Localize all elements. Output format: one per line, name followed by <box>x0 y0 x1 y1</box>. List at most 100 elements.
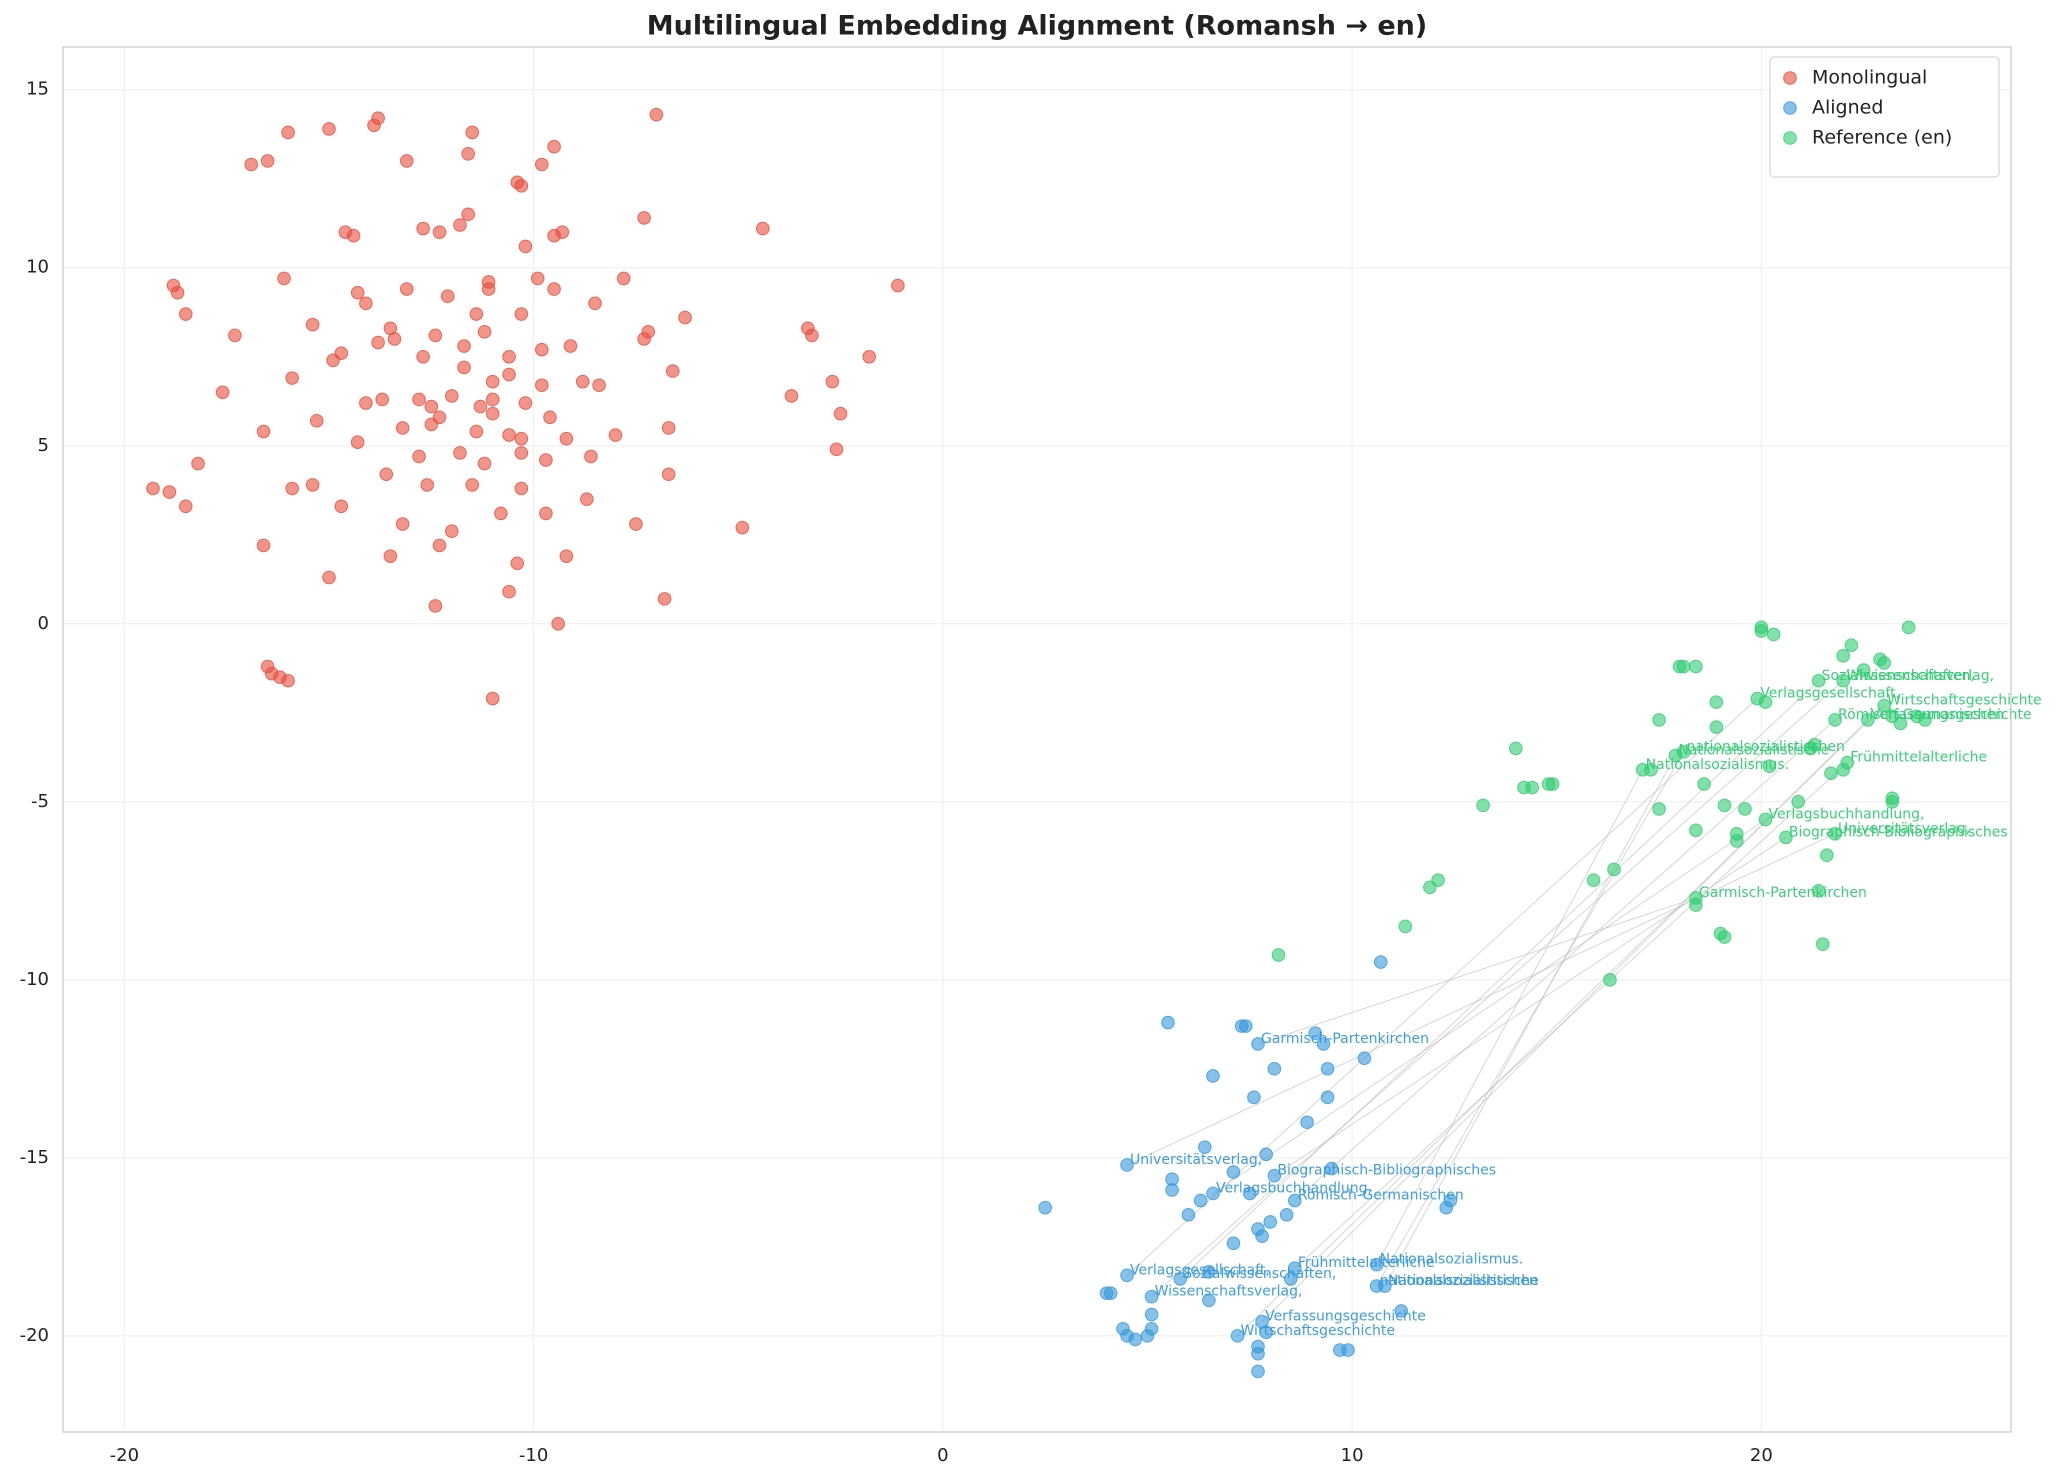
point <box>502 349 516 364</box>
point <box>420 478 435 492</box>
point <box>665 364 680 378</box>
point <box>1586 873 1601 887</box>
point <box>1373 955 1388 969</box>
point <box>440 289 455 304</box>
point-annotation: Nationalsozialistische <box>1388 1273 1539 1289</box>
x-tick-label: -20 <box>110 1445 139 1466</box>
point <box>1144 1321 1159 1336</box>
point <box>371 111 385 126</box>
point-annotation: Wissenschaftsverlag, <box>1155 1284 1303 1300</box>
point <box>1259 1325 1273 1340</box>
point <box>191 456 205 471</box>
point <box>461 147 475 161</box>
point <box>563 339 578 353</box>
point-annotation: Nationalsozialismus. <box>1646 757 1789 773</box>
point <box>1279 1208 1294 1222</box>
point <box>1828 827 1842 841</box>
point <box>735 520 750 535</box>
point <box>309 414 324 428</box>
point <box>1103 1286 1118 1300</box>
point <box>1300 1115 1314 1130</box>
point <box>1398 919 1413 934</box>
point <box>428 599 443 613</box>
point <box>555 225 570 239</box>
point <box>530 271 545 286</box>
point <box>1807 738 1822 752</box>
point <box>1431 873 1445 887</box>
point <box>535 378 549 393</box>
point <box>1476 798 1490 813</box>
alignment-line <box>1384 755 1676 1287</box>
point <box>461 207 475 222</box>
point <box>805 328 819 343</box>
point <box>457 339 471 353</box>
point <box>1901 620 1916 635</box>
point <box>1811 673 1826 688</box>
point <box>1885 795 1900 809</box>
point <box>1202 1264 1216 1279</box>
point-annotation: Nationalsozialismus. <box>1380 1252 1523 1268</box>
point-annotation: Wirtschaftsgeschichte <box>1887 693 2042 709</box>
point <box>543 410 557 425</box>
point <box>1144 1289 1159 1304</box>
point <box>256 538 271 553</box>
point <box>592 378 606 393</box>
point <box>281 125 295 140</box>
point-annotation: Frühmittelalterliche <box>1298 1255 1435 1271</box>
point-annotation: Sozialwissenschaften, <box>1183 1266 1336 1282</box>
point <box>350 285 365 300</box>
point <box>346 228 361 243</box>
point <box>485 691 500 706</box>
point <box>281 673 295 688</box>
annotations: Wissenschaftsverlag, Verlagsgesellschaft,… <box>1130 668 2042 1339</box>
point <box>1288 1193 1302 1208</box>
point-annotation: Verlagsbuchhandlung, <box>1216 1180 1372 1196</box>
point <box>547 282 561 296</box>
legend-label: Aligned <box>1812 97 1883 119</box>
point-annotation: nationalsozialistischen <box>1687 739 1845 755</box>
point <box>334 346 349 360</box>
legend-label: Reference (en) <box>1812 127 1952 149</box>
point <box>1251 1346 1265 1361</box>
point <box>1320 1090 1335 1105</box>
point-annotation: Universitätsverlag, <box>1130 1152 1262 1168</box>
point <box>1247 1090 1261 1105</box>
point <box>146 481 160 496</box>
point <box>1197 1140 1212 1154</box>
point <box>1791 795 1805 809</box>
point <box>412 392 426 407</box>
point-annotation: Wirtschaftsgeschichte <box>1241 1323 1396 1339</box>
point <box>485 406 500 421</box>
point <box>1844 638 1859 652</box>
point <box>1709 695 1724 709</box>
point <box>285 371 299 385</box>
point <box>1779 830 1793 845</box>
point <box>1267 1062 1282 1076</box>
point <box>502 584 516 599</box>
point <box>1738 802 1752 816</box>
point <box>514 307 529 321</box>
point <box>481 275 496 289</box>
alignment-line <box>1257 897 1697 1045</box>
point <box>170 285 185 300</box>
point <box>412 449 426 464</box>
point <box>1758 812 1773 827</box>
point <box>1730 834 1744 848</box>
chart-title: Multilingual Embedding Alignment (Romans… <box>647 11 1428 42</box>
point <box>551 616 565 631</box>
point <box>1689 659 1703 674</box>
point <box>1877 656 1891 670</box>
point <box>469 307 484 321</box>
alignment-line <box>1376 751 1685 1287</box>
point <box>1251 1364 1265 1379</box>
point <box>1161 1015 1175 1030</box>
point <box>784 389 799 403</box>
point <box>1709 720 1724 734</box>
point <box>477 325 492 339</box>
point <box>1758 695 1773 709</box>
point <box>469 424 484 439</box>
alignment-lines <box>1126 680 1885 1337</box>
point <box>1165 1183 1179 1197</box>
point <box>424 399 439 414</box>
point <box>502 367 516 382</box>
